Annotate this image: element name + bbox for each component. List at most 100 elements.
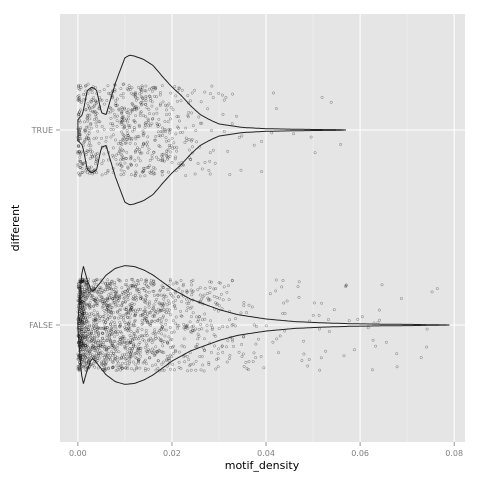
data-point: [83, 128, 86, 132]
data-point: [119, 87, 123, 91]
data-point: [103, 301, 107, 305]
data-point: [121, 318, 125, 322]
data-point: [77, 159, 81, 163]
data-point: [88, 290, 92, 294]
data-point: [98, 343, 102, 347]
data-point: [132, 343, 136, 347]
data-point: [119, 93, 123, 97]
data-point: [329, 100, 333, 104]
data-point: [174, 94, 178, 98]
data-point: [133, 318, 137, 322]
data-point: [85, 125, 89, 129]
data-point: [126, 339, 130, 343]
data-point: [128, 354, 132, 358]
data-point: [114, 304, 118, 308]
data-point: [110, 366, 114, 370]
data-point: [101, 288, 105, 292]
data-point: [91, 98, 95, 102]
data-point: [135, 309, 139, 313]
data-point: [177, 86, 181, 90]
data-point: [118, 150, 122, 153]
data-point: [101, 315, 105, 319]
data-point: [104, 360, 108, 364]
data-point: [141, 134, 145, 137]
data-point: [196, 162, 200, 165]
data-point: [139, 110, 143, 114]
data-point: [132, 331, 136, 335]
data-point: [141, 338, 145, 342]
data-point: [102, 358, 106, 362]
data-point: [215, 302, 219, 306]
data-point: [78, 316, 82, 320]
data-point: [95, 322, 99, 326]
data-point: [137, 359, 140, 363]
data-point: [123, 340, 127, 344]
data-point: [137, 282, 141, 286]
data-point: [89, 153, 93, 157]
data-point: [95, 282, 98, 286]
data-point: [109, 357, 113, 361]
data-point: [109, 350, 113, 353]
data-point: [80, 304, 84, 308]
data-point: [89, 340, 93, 344]
data-point: [126, 350, 130, 354]
data-point: [139, 88, 143, 92]
data-point: [78, 99, 82, 103]
data-point: [81, 313, 85, 316]
data-point: [160, 284, 164, 288]
data-point: [105, 286, 109, 290]
data-point: [200, 355, 204, 358]
data-point: [110, 360, 114, 364]
data-point: [83, 330, 86, 334]
data-point: [95, 352, 99, 355]
data-point: [186, 114, 190, 117]
data-point: [110, 329, 114, 333]
data-point: [217, 327, 221, 331]
data-point: [83, 347, 87, 351]
data-point: [191, 329, 195, 332]
data-point: [153, 328, 157, 332]
data-point: [85, 289, 89, 293]
data-point: [86, 320, 90, 324]
data-point: [251, 360, 255, 364]
data-point: [80, 290, 84, 294]
data-point: [110, 313, 114, 317]
data-point: [120, 366, 124, 370]
data-point: [79, 354, 83, 358]
data-point: [83, 322, 87, 326]
data-point: [128, 356, 132, 360]
data-point: [84, 330, 88, 334]
data-point: [133, 352, 137, 356]
data-point: [177, 115, 180, 119]
data-point: [160, 173, 164, 177]
data-point: [105, 284, 109, 288]
data-point: [95, 278, 98, 282]
data-point: [121, 156, 125, 160]
data-point: [87, 106, 91, 110]
data-point: [87, 289, 91, 293]
data-point: [155, 297, 159, 301]
data-point: [96, 335, 100, 339]
data-point: [80, 170, 84, 174]
data-point: [108, 339, 112, 343]
data-point: [99, 299, 103, 303]
data-point: [76, 95, 80, 99]
data-point: [81, 338, 85, 342]
data-point: [77, 96, 81, 100]
data-point: [153, 351, 157, 355]
data-point: [120, 121, 124, 125]
data-point: [83, 345, 87, 349]
data-point: [78, 88, 82, 92]
data-point: [120, 356, 124, 360]
data-point: [189, 368, 193, 372]
data-point: [143, 166, 147, 170]
data-point: [152, 281, 156, 285]
data-point: [118, 313, 122, 317]
data-point: [168, 112, 172, 116]
data-point: [149, 281, 152, 285]
data-point: [103, 345, 107, 349]
data-point: [163, 120, 167, 123]
data-point: [153, 353, 157, 357]
data-point: [139, 307, 143, 311]
